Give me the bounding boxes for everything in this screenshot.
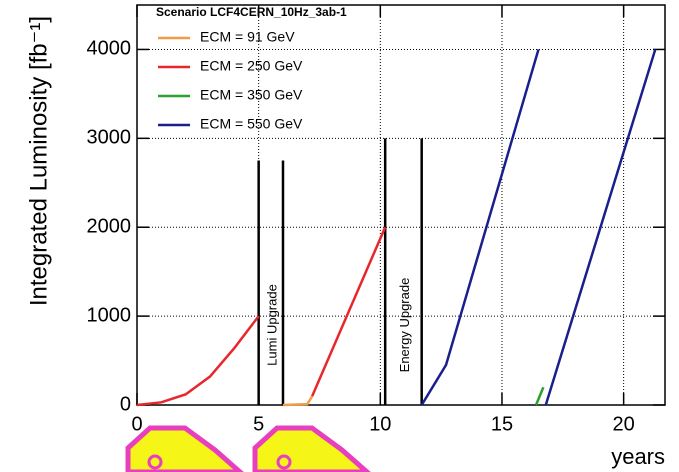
series-line [420,49,657,406]
y-axis-label: Integrated Luminosity [fb⁻¹] [25,16,52,306]
legend-label: ECM = 250 GeV [200,58,303,74]
legend-label: ECM = 91 GeV [200,29,295,45]
series-line [282,395,314,407]
decor-tags [125,425,371,472]
plot-frame [136,4,666,406]
y-tick-label: 0 [120,393,131,415]
x-tick-label: 20 [613,413,635,435]
series-line [136,226,387,407]
legend-title: Scenario LCF4CERN_10Hz_3ab-1 [156,5,347,19]
x-tick-label: 10 [369,413,391,435]
series-line [534,386,545,406]
x-tick-label: 15 [491,413,513,435]
legend-label: ECM = 550 GeV [200,116,303,132]
y-tick-label: 3000 [87,127,132,149]
x-tick-label: 0 [131,413,142,435]
x-tick-label: 5 [253,413,264,435]
y-tick-label: 2000 [87,216,132,238]
y-tick-label: 1000 [87,304,132,326]
y-tick-label: 4000 [87,38,132,60]
x-axis-label: years [611,444,665,469]
legend-label: ECM = 350 GeV [200,87,303,103]
upgrade-label: Lumi Upgrade [264,284,279,366]
upgrade-label: Energy Upgrade [397,278,412,373]
